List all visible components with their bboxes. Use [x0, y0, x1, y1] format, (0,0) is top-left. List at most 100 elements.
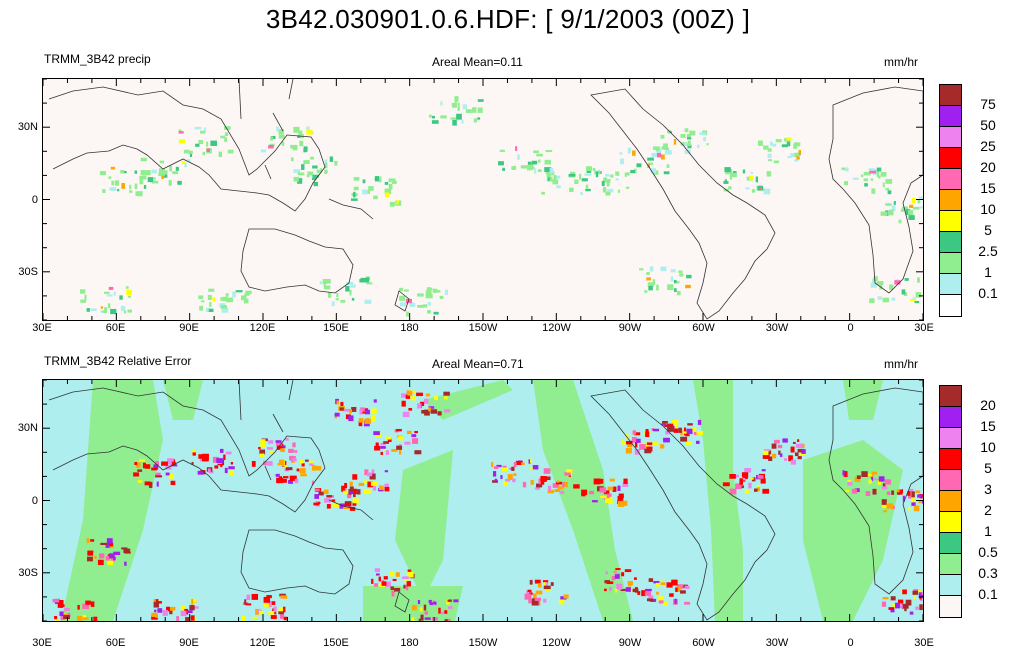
precip-cell	[163, 174, 168, 178]
precip-cell	[90, 308, 97, 312]
error-cell	[180, 605, 186, 611]
precip-cell	[113, 291, 116, 296]
error-cell	[363, 489, 371, 495]
precip-cell	[888, 209, 894, 216]
precip-cell	[769, 141, 773, 146]
error-cell	[764, 449, 771, 452]
error-cell	[913, 589, 919, 592]
error-cell	[868, 479, 872, 484]
error-cell	[441, 612, 444, 615]
precip-cell	[885, 187, 890, 191]
precip-cell	[346, 282, 354, 286]
precip-cell	[552, 179, 559, 185]
error-cell	[645, 588, 652, 592]
precip-cell	[220, 304, 227, 309]
error-cell	[336, 400, 340, 405]
precip-cell	[206, 141, 209, 147]
error-cell	[624, 569, 632, 573]
error-cell	[626, 433, 629, 439]
precip-cell	[844, 167, 849, 172]
legend-label: 5	[984, 460, 992, 476]
error-cell	[917, 590, 922, 593]
error-cell	[642, 442, 649, 448]
error-cell	[396, 445, 403, 450]
precip-cell	[556, 185, 561, 189]
error-cell	[406, 581, 411, 587]
precip-cell	[617, 189, 621, 193]
legend-swatch	[940, 554, 961, 575]
precip-cell	[864, 183, 868, 187]
panel2-error-cells	[52, 390, 923, 621]
panel2-ticks	[43, 380, 923, 621]
precip-cell	[750, 171, 754, 174]
precip-cell	[194, 126, 202, 130]
error-cell	[284, 464, 288, 468]
legend-label: 2.5	[978, 243, 998, 259]
legend-swatch	[940, 295, 961, 316]
error-cell	[501, 467, 508, 472]
error-cell	[375, 573, 380, 576]
error-cell	[891, 490, 895, 495]
error-cell	[343, 506, 350, 510]
error-cell	[492, 471, 497, 477]
error-cell	[207, 468, 211, 473]
error-cell	[912, 590, 919, 595]
precip-cell	[345, 285, 350, 292]
precip-cell	[619, 152, 623, 155]
error-cell	[168, 473, 174, 479]
lon-tick-label: 120E	[249, 322, 276, 334]
error-cell	[630, 588, 635, 592]
error-cell	[279, 613, 285, 619]
error-cell	[684, 585, 690, 589]
error-cell	[288, 480, 293, 484]
precip-cell	[368, 186, 374, 191]
precip-cell	[303, 148, 307, 153]
error-cell	[347, 493, 352, 499]
error-cell	[315, 488, 320, 492]
error-cell	[540, 476, 547, 482]
precip-cell	[444, 289, 449, 295]
error-cell	[424, 409, 430, 416]
error-cell	[313, 502, 320, 506]
precip-cell	[109, 187, 117, 191]
error-cell	[535, 487, 540, 490]
panel2-map	[42, 379, 924, 622]
precip-cell	[396, 200, 399, 205]
precip-cell	[794, 152, 800, 158]
error-cell	[401, 400, 406, 407]
precip-cell	[915, 292, 922, 298]
error-cell	[202, 453, 209, 460]
error-cell	[105, 555, 110, 561]
precip-cell	[869, 170, 877, 174]
error-cell	[154, 609, 157, 613]
error-cell	[492, 480, 498, 483]
precip-cell	[366, 282, 373, 285]
precip-cell	[151, 169, 157, 174]
error-cell	[534, 597, 542, 601]
precip-cell	[422, 304, 428, 308]
precip-cell	[876, 281, 884, 285]
precip-cell	[876, 167, 882, 172]
precip-cell	[585, 166, 593, 172]
error-cell	[530, 479, 534, 485]
precip-cell	[546, 171, 551, 178]
error-cell	[197, 470, 204, 475]
panel1-legend	[939, 84, 962, 317]
precip-cell	[882, 297, 889, 303]
error-cell	[664, 424, 670, 428]
precip-cell	[143, 184, 147, 189]
precip-cell	[329, 156, 334, 162]
precip-cell	[680, 142, 688, 146]
error-cell	[410, 396, 416, 401]
precip-cell	[477, 107, 483, 113]
error-cell	[280, 448, 285, 453]
error-cell	[538, 478, 543, 485]
precip-cell	[350, 284, 356, 288]
precip-cell	[433, 311, 439, 315]
error-cell	[395, 428, 402, 432]
legend-swatch	[940, 190, 961, 211]
error-cell	[281, 478, 287, 483]
precip-cell	[364, 299, 372, 304]
error-cell	[625, 440, 633, 445]
lon-tick-label: 30W	[765, 637, 789, 649]
